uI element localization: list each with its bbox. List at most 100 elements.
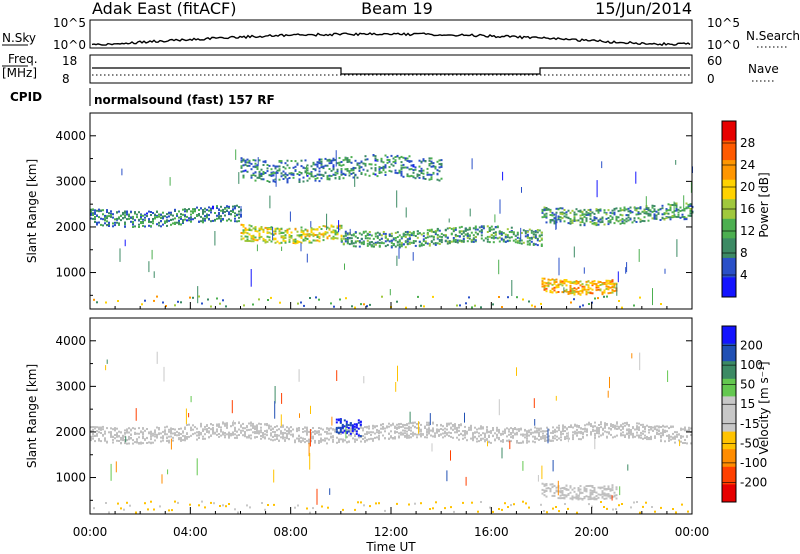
velocity-cell	[110, 433, 112, 436]
power-cell	[386, 156, 389, 159]
velocity-cell	[601, 490, 604, 493]
power-cell	[490, 233, 493, 236]
nave-label: Nave	[748, 62, 779, 76]
power-cell	[683, 207, 686, 210]
velocity-cell	[486, 426, 488, 429]
power-cell	[166, 213, 168, 216]
velocity-cell	[118, 435, 120, 438]
power-cell	[440, 177, 443, 180]
power-cell	[90, 213, 92, 216]
velocity-cell	[268, 437, 270, 440]
power-cell	[364, 158, 367, 161]
power-cell	[306, 229, 309, 232]
power-cell	[278, 169, 281, 172]
power-cell	[218, 215, 220, 218]
power-cell	[258, 173, 261, 176]
power-cell	[595, 217, 598, 220]
power-cell	[112, 225, 114, 228]
power-cell	[540, 234, 543, 237]
power-cell	[587, 212, 590, 215]
velocity-cell	[228, 435, 230, 438]
power-cell	[366, 158, 369, 161]
power-cell	[518, 239, 521, 242]
velocity-cell	[353, 425, 356, 428]
power-cell	[577, 286, 580, 289]
power-cell	[543, 281, 546, 284]
power-cell	[510, 231, 513, 234]
velocity-cell	[426, 436, 428, 439]
velocity-cell	[585, 495, 588, 498]
power-cell	[258, 227, 261, 230]
velocity-cell	[188, 423, 190, 426]
velocity-cell	[518, 429, 520, 432]
power-cell	[132, 215, 134, 218]
velocity-cell	[404, 432, 406, 435]
velocity-cell	[690, 442, 692, 445]
power-cell	[238, 206, 240, 209]
velocity-cell	[674, 431, 676, 434]
velocity-cell	[90, 439, 92, 442]
velocity-cell	[226, 423, 228, 425]
power-cell	[126, 211, 128, 214]
power-cell	[486, 238, 489, 241]
velocity-cell	[636, 425, 638, 428]
power-cell	[306, 169, 309, 172]
velocity-cell	[212, 427, 214, 429]
power-cell	[434, 165, 437, 168]
power-cell	[468, 237, 471, 240]
power-cell	[364, 235, 367, 237]
velocity-cell	[394, 431, 396, 434]
power-cell	[406, 243, 409, 246]
power-cell	[394, 169, 397, 172]
power-cell	[651, 206, 654, 209]
power-cell	[468, 234, 471, 237]
velocity-cell	[674, 435, 676, 438]
power-cell	[619, 219, 622, 222]
power-cell	[528, 242, 531, 245]
power-cell	[681, 213, 684, 216]
velocity-cell	[548, 438, 550, 441]
velocity-cell	[106, 440, 108, 443]
power-cell	[112, 222, 114, 225]
velocity-cell	[349, 424, 352, 427]
power-cell	[402, 166, 405, 169]
velocity-cell	[186, 436, 188, 438]
power-cell	[134, 212, 136, 215]
velocity-cell	[542, 430, 544, 433]
velocity-cell	[402, 429, 404, 432]
velocity-cell	[541, 492, 544, 495]
power-cell	[244, 227, 247, 230]
noise-left-label: N.Sky	[2, 31, 36, 45]
power-streak	[272, 227, 274, 241]
velocity-cell	[364, 436, 366, 439]
power-cell	[336, 170, 339, 173]
power-cell	[374, 243, 377, 246]
power-cell	[428, 243, 431, 245]
velocity-clutter	[327, 506, 329, 509]
velocity-cell	[472, 438, 474, 441]
velocity-cell	[170, 429, 172, 432]
power-cell	[320, 173, 323, 176]
power-clutter	[165, 305, 167, 307]
velocity-cell	[382, 423, 384, 426]
velocity-cell	[470, 437, 472, 440]
velocity-cell	[190, 426, 192, 429]
velocity-cell	[593, 496, 596, 499]
velocity-cell	[616, 434, 618, 437]
power-cell	[340, 171, 343, 174]
velocity-streak	[431, 443, 433, 452]
power-colorbar-segment	[722, 140, 736, 161]
power-cell	[170, 223, 172, 226]
power-cell	[430, 162, 433, 165]
velocity-cell	[348, 428, 350, 431]
power-cell	[302, 180, 305, 183]
velocity-cell	[583, 497, 586, 500]
velocity-streak	[273, 469, 275, 483]
power-cell	[104, 214, 106, 217]
power-cell	[190, 220, 192, 223]
power-cell	[142, 218, 144, 221]
velocity-cell	[126, 430, 128, 433]
velocity-cell	[444, 430, 446, 433]
velocity-cell	[480, 439, 482, 442]
